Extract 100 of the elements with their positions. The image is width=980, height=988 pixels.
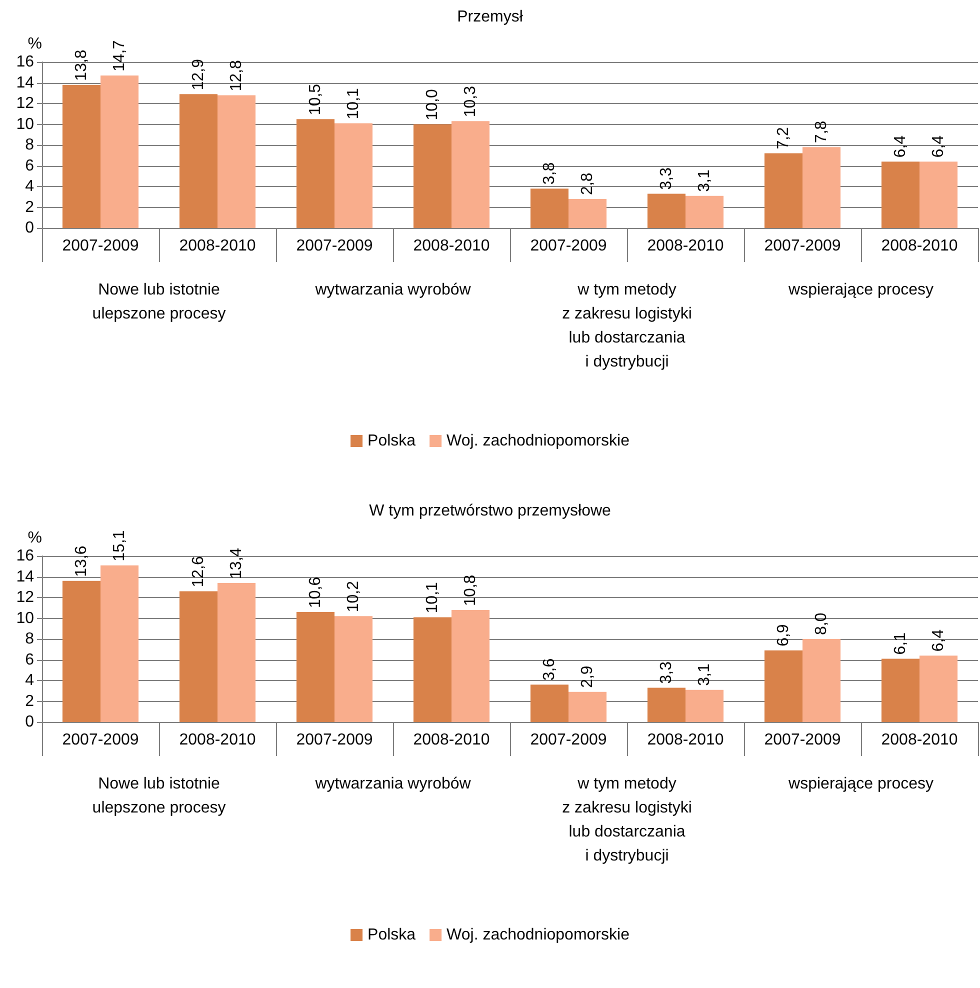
y-tick-label: 10 — [16, 116, 34, 133]
bar — [100, 75, 139, 228]
data-label: 7,2 — [774, 126, 792, 150]
y-tick-label: 6 — [25, 157, 34, 174]
bar — [764, 153, 802, 228]
data-label: 14,7 — [111, 40, 128, 72]
y-tick-label: 10 — [16, 610, 34, 627]
y-tick-label: 12 — [16, 589, 34, 606]
text: wspierające procesy — [788, 282, 934, 298]
data-label: 3,3 — [658, 167, 675, 190]
data-label: 3,3 — [658, 661, 675, 684]
bar — [452, 121, 490, 228]
data-label: 3,1 — [696, 169, 714, 192]
data-label: 15,1 — [111, 530, 128, 562]
data-label: 6,9 — [774, 624, 792, 646]
data-label: 10,2 — [345, 580, 362, 612]
y-tick-label: 14 — [16, 568, 34, 586]
text: Nowe lub istotnie ulepszone procesy — [92, 282, 226, 322]
x-tick-label: 2008-2010 — [179, 238, 256, 254]
y-tick-label: 4 — [25, 178, 34, 195]
bar — [62, 84, 100, 228]
x-tick-label: 2008-2010 — [413, 238, 490, 254]
y-tick-label: 16 — [16, 54, 34, 70]
y-axis-title: % — [28, 530, 42, 546]
bar — [530, 188, 568, 228]
bar — [218, 582, 256, 722]
bar — [218, 95, 256, 228]
bar — [296, 119, 334, 228]
legend-label: Woj. zachodniopomorskie — [446, 926, 630, 944]
y-tick-label: 14 — [16, 74, 34, 92]
y-tick-label: 2 — [25, 692, 34, 710]
data-label: 12,8 — [228, 60, 246, 92]
bar — [568, 692, 607, 722]
data-label: 6,4 — [930, 629, 948, 652]
x-tick-label: 2008-2010 — [413, 732, 490, 748]
bar — [920, 162, 958, 228]
x-tick-label: 2007-2009 — [296, 238, 373, 254]
bar — [686, 196, 724, 228]
data-label: 3,1 — [696, 663, 714, 686]
bar — [179, 591, 218, 722]
data-label: 2,9 — [579, 666, 596, 688]
data-label: 12,9 — [190, 58, 207, 90]
data-label: 6,4 — [930, 135, 948, 158]
data-label: 10,1 — [424, 582, 441, 614]
data-label: 2,8 — [579, 172, 596, 195]
bar — [413, 617, 452, 722]
text: wspierające procesy — [788, 776, 934, 792]
x-tick-label: 2008-2010 — [647, 238, 724, 254]
data-label: 6,4 — [892, 135, 909, 158]
data-label: 10,5 — [306, 84, 324, 116]
data-label: 10,3 — [462, 86, 480, 118]
data-label: 3,8 — [540, 162, 558, 185]
x-tick-label: 2007-2009 — [296, 732, 373, 748]
bar — [802, 147, 841, 228]
x-tick-label: 2008-2010 — [881, 238, 958, 254]
bar — [530, 684, 568, 722]
y-tick-label: 4 — [25, 672, 34, 689]
bar — [920, 656, 958, 722]
x-tick-label: 2007-2009 — [764, 732, 841, 748]
x-tick-label: 2008-2010 — [647, 732, 724, 748]
bar — [413, 124, 452, 228]
bar — [334, 123, 373, 228]
data-label: 10,8 — [462, 574, 480, 606]
data-label: 13,8 — [72, 50, 90, 81]
y-tick-label: 8 — [25, 630, 34, 648]
data-label: 10,0 — [424, 89, 441, 120]
bar — [686, 690, 724, 722]
bar — [568, 198, 607, 228]
data-label: 13,6 — [72, 546, 90, 577]
text: wytwarzania wyrobów — [314, 282, 472, 298]
text: wytwarzania wyrobów — [314, 776, 472, 792]
x-tick-label: 2007-2009 — [62, 238, 139, 254]
bar — [881, 658, 920, 722]
data-label: 3,6 — [540, 658, 558, 681]
bar — [334, 616, 373, 722]
y-tick-label: 16 — [16, 548, 34, 564]
text: w tym metody z zakresu logistyki lub dostarczania i dystrybucji — [562, 282, 692, 370]
y-tick-label: 6 — [25, 651, 34, 668]
legend-label: Polska — [368, 432, 416, 450]
bar — [764, 650, 802, 722]
data-label: 7,8 — [813, 120, 830, 144]
legend-label: Polska — [368, 926, 416, 944]
data-label: 13,4 — [228, 548, 246, 579]
bar — [452, 610, 490, 722]
text: Nowe lub istotnie ulepszone procesy — [92, 776, 226, 816]
bar — [296, 612, 334, 722]
legend-label: Woj. zachodniopomorskie — [446, 432, 630, 450]
bar — [647, 688, 686, 722]
data-label: 10,6 — [306, 576, 324, 608]
x-tick-label: 2007-2009 — [764, 238, 841, 254]
bar — [647, 194, 686, 228]
y-tick-label: 12 — [16, 95, 34, 112]
y-tick-label: 8 — [25, 136, 34, 154]
chart-title: W tym przetwórstwo przemysłowe — [369, 502, 612, 520]
text: w tym metody z zakresu logistyki lub dostarczania i dystrybucji — [562, 776, 692, 864]
y-tick-label: 0 — [25, 220, 34, 236]
data-label: 8,0 — [813, 612, 830, 635]
bar — [62, 580, 100, 722]
bar — [881, 162, 920, 228]
y-tick-label: 0 — [25, 714, 34, 730]
